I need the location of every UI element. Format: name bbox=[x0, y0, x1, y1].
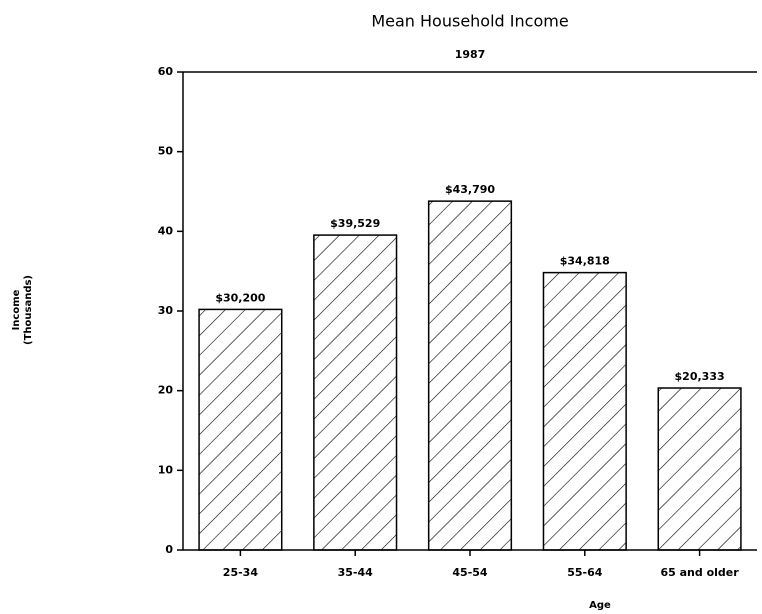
x-tick-label: 45-54 bbox=[452, 566, 488, 579]
bar bbox=[427, 200, 513, 551]
x-tick-label: 35-44 bbox=[338, 566, 374, 579]
y-tick-label: 0 bbox=[165, 543, 173, 556]
value-label: $30,200 bbox=[215, 291, 265, 304]
y-tick-label: 20 bbox=[158, 384, 174, 397]
value-label: $34,818 bbox=[560, 255, 610, 268]
value-label: $43,790 bbox=[445, 183, 495, 196]
y-axis-label-line: Income bbox=[11, 289, 22, 330]
bar bbox=[313, 234, 398, 551]
y-tick-label: 10 bbox=[158, 463, 174, 476]
y-tick-label: 60 bbox=[158, 65, 174, 78]
chart-title: Mean Household Income bbox=[371, 12, 568, 31]
y-tick-label: 50 bbox=[158, 145, 174, 158]
y-axis-label-line: (Thousands) bbox=[23, 275, 34, 345]
bar bbox=[198, 308, 283, 551]
x-tick-label: 25-34 bbox=[223, 566, 259, 579]
bar bbox=[542, 271, 627, 551]
x-tick-label: 55-64 bbox=[567, 566, 603, 579]
y-tick-label: 40 bbox=[158, 224, 174, 237]
x-axis-label: Age bbox=[589, 600, 611, 611]
x-tick-label: 65 and older bbox=[661, 566, 740, 579]
value-label: $20,333 bbox=[675, 370, 725, 383]
value-label: $39,529 bbox=[330, 217, 380, 230]
y-axis-label: Income (Thousands) bbox=[11, 275, 34, 345]
chart-subtitle: 1987 bbox=[455, 48, 486, 61]
y-tick-label: 30 bbox=[158, 304, 174, 317]
bar bbox=[657, 387, 742, 551]
